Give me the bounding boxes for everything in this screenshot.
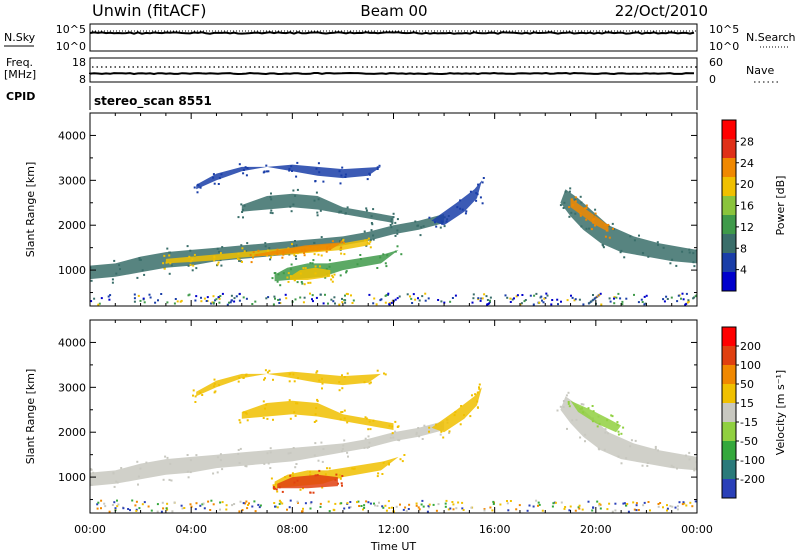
frequency-panel: Freq. [MHz] 18 8 60 0 Nave — [4, 56, 778, 86]
colorbar-cell — [722, 158, 736, 178]
colorbar-tick-label: -200 — [740, 473, 765, 486]
colorbar-tick-label: 200 — [740, 340, 761, 353]
frequency-line — [89, 71, 695, 76]
power-region — [431, 180, 482, 226]
colorbar-cell — [722, 196, 736, 216]
site-title: Unwin (fitACF) — [92, 1, 206, 20]
power-region — [241, 193, 394, 223]
velocity-region — [196, 371, 381, 397]
freq-tick-top: 18 — [72, 56, 86, 69]
x-tick-label: 04:00 — [175, 523, 207, 536]
y-tick-label: 2000 — [58, 219, 86, 232]
colorbar-cell — [722, 346, 736, 366]
colorbar-cell — [722, 253, 736, 273]
colorbar-tick-label: 8 — [740, 242, 747, 255]
cpid-label: CPID — [6, 90, 35, 103]
colorbar-cell — [722, 460, 736, 480]
nsearch-tick-top: 10^5 — [709, 23, 739, 36]
colorbar-cell — [722, 327, 736, 347]
colorbar-cell — [722, 403, 736, 423]
power-panel: 1000 2000 3000 4000 Slant Range [km] 4 8 12 16 20… — [24, 112, 787, 307]
colorbar-label: Velocity [m s⁻¹] — [774, 370, 787, 455]
nsearch-tick-bottom: 10^0 — [709, 40, 739, 53]
colorbar-tick-label: 28 — [740, 135, 754, 148]
x-tick-label: 20:00 — [580, 523, 612, 536]
y-tick-label: 1000 — [58, 471, 86, 484]
colorbar-cell — [722, 384, 736, 404]
x-tick-label: 16:00 — [479, 523, 511, 536]
nsky-label: N.Sky — [4, 31, 36, 44]
y-axis-label: Slant Range [km] — [24, 369, 37, 465]
power-region — [165, 238, 369, 264]
colorbar-tick-label: 4 — [740, 264, 747, 277]
velocity-panel: 1000 2000 3000 4000 Slant Range [km] 200 100 50… — [24, 319, 787, 514]
colorbar-cell — [722, 479, 736, 499]
x-tick-label: 12:00 — [378, 523, 410, 536]
y-tick-label: 4000 — [58, 336, 86, 349]
nsky-tick-top: 10^5 — [56, 23, 86, 36]
y-tick-label: 4000 — [58, 129, 86, 142]
colorbar-tick-label: 12 — [740, 221, 754, 234]
power-region — [560, 189, 697, 264]
power-region — [289, 267, 331, 280]
colorbar-tick-label: 100 — [740, 359, 761, 372]
y-tick-label: 3000 — [58, 381, 86, 394]
beam-title: Beam 00 — [360, 2, 427, 20]
colorbar-tick-label: -15 — [740, 416, 758, 429]
power-region — [90, 214, 445, 280]
power-region — [570, 198, 609, 232]
power-region — [196, 164, 381, 190]
colorbar-label: Power [dB] — [774, 176, 787, 236]
velocity-region — [277, 474, 338, 489]
noise-panel: N.Sky 10^5 10^0 10^5 10^0 N.Search — [4, 23, 796, 53]
nsearch-label: N.Search — [746, 31, 796, 44]
colorbar-tick-label: -50 — [740, 435, 758, 448]
colorbar-tick-label: 50 — [740, 378, 754, 391]
colorbar-tick-label: 15 — [740, 397, 754, 410]
velocity-region — [431, 387, 482, 433]
colorbar-tick-label: -100 — [740, 454, 765, 467]
colorbar-cell — [722, 422, 736, 442]
x-tick-label: 08:00 — [276, 523, 308, 536]
cpid-panel: CPID stereo_scan 8551 — [6, 86, 698, 110]
x-axis-label: Time UT — [370, 540, 416, 553]
x-tick-label: 00:00 — [681, 523, 713, 536]
cpid-value: stereo_scan 8551 — [94, 94, 212, 109]
colorbar-cell — [722, 365, 736, 385]
x-tick-label: 00:00 — [74, 523, 106, 536]
colorbar-cell — [722, 234, 736, 254]
colorbar-tick-label: 20 — [740, 178, 754, 191]
nave-label: Nave — [746, 64, 774, 77]
y-tick-label: 2000 — [58, 426, 86, 439]
power-frame — [89, 112, 698, 307]
colorbar-cell — [722, 139, 736, 159]
date-title: 22/Oct/2010 — [615, 2, 708, 20]
colorbar-cell — [722, 120, 736, 140]
colorbar-cell — [722, 215, 736, 235]
colorbar-tick-label: 24 — [740, 157, 754, 170]
colorbar-frame — [721, 326, 737, 499]
nave-tick-bottom: 0 — [709, 73, 716, 86]
colorbar-tick-label: 16 — [740, 200, 754, 213]
nsky-tick-bottom: 10^0 — [56, 40, 86, 53]
colorbar-cell — [722, 272, 736, 292]
freq-unit-label: [MHz] — [4, 68, 36, 81]
velocity-region — [560, 396, 697, 471]
velocity-frame — [89, 319, 698, 514]
noise-sky-line — [89, 31, 695, 35]
y-axis-label: Slant Range [km] — [24, 162, 37, 258]
nave-tick-top: 60 — [709, 56, 723, 69]
colorbar-cell — [722, 177, 736, 197]
velocity-region — [241, 400, 394, 430]
colorbar-cell — [722, 441, 736, 461]
y-tick-label: 3000 — [58, 174, 86, 187]
y-tick-label: 1000 — [58, 264, 86, 277]
velocity-region — [570, 400, 622, 433]
freq-tick-bottom: 8 — [79, 73, 86, 86]
freq-label: Freq. — [6, 56, 33, 69]
